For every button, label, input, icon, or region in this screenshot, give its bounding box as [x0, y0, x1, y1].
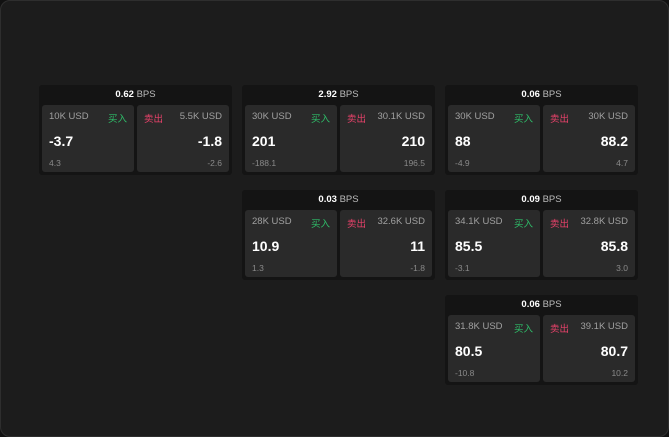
buy-panel[interactable]: 30K USD 买入 88 -4.9	[448, 105, 540, 172]
sell-panel[interactable]: 卖出 30.1K USD 210 196.5	[340, 105, 432, 172]
ask-change: -1.8	[410, 263, 425, 273]
sell-label: 卖出	[550, 219, 570, 230]
ask-price: 11	[410, 238, 425, 254]
quote-widget: 0.03 BPS 28K USD 买入 10.9 1.3 卖出 32.6K USD …	[242, 190, 435, 280]
bid-price: 10.9	[252, 238, 280, 254]
spread-value: 2.92	[318, 89, 337, 100]
ask-change: 4.7	[616, 158, 628, 168]
spread-unit: BPS	[339, 89, 359, 100]
ask-size: 39.1K USD	[580, 321, 628, 332]
bid-change: -188.1	[252, 158, 277, 168]
buy-label: 买入	[310, 114, 330, 125]
sell-label: 卖出	[550, 324, 570, 335]
sell-label: 卖出	[347, 219, 367, 230]
sell-label: 卖出	[550, 114, 570, 125]
ask-change: 10.2	[611, 368, 628, 378]
bid-price: -3.7	[49, 133, 74, 149]
ask-price: 210	[401, 133, 425, 149]
buy-panel[interactable]: 34.1K USD 买入 85.5 -3.1	[448, 210, 540, 277]
bid-size: 30K USD	[252, 111, 292, 122]
spread-header: 0.06 BPS	[445, 85, 638, 105]
bid-change: 1.3	[252, 263, 264, 273]
quote-widget: 0.06 BPS 30K USD 买入 88 -4.9 卖出 30K USD 88.…	[445, 85, 638, 175]
spread-value: 0.06	[521, 299, 540, 310]
spread-unit: BPS	[339, 194, 359, 205]
bid-price: 201	[252, 133, 276, 149]
bid-change: 4.3	[49, 158, 61, 168]
spread-value: 0.09	[521, 194, 540, 205]
bid-price: 80.5	[455, 343, 483, 359]
ask-price: 85.8	[600, 238, 628, 254]
bid-change: -3.1	[455, 263, 470, 273]
ask-change: 196.5	[403, 158, 425, 168]
spread-value: 0.03	[318, 194, 337, 205]
spread-header: 0.62 BPS	[39, 85, 232, 105]
spread-unit: BPS	[542, 299, 562, 310]
buy-label: 买入	[310, 219, 330, 230]
ask-price: 80.7	[600, 343, 628, 359]
bid-change: -4.9	[455, 158, 470, 168]
ask-size: 30K USD	[588, 111, 628, 122]
spread-value: 0.06	[521, 89, 540, 100]
sell-panel[interactable]: 卖出 32.6K USD 11 -1.8	[340, 210, 432, 277]
ask-change: -2.6	[207, 158, 222, 168]
sell-label: 卖出	[144, 114, 164, 125]
buy-panel[interactable]: 10K USD 买入 -3.7 4.3	[42, 105, 134, 172]
buy-label: 买入	[107, 114, 127, 125]
bid-change: -10.8	[455, 368, 475, 378]
buy-panel[interactable]: 31.8K USD 买入 80.5 -10.8	[448, 315, 540, 382]
ask-size: 32.6K USD	[377, 216, 425, 227]
quote-widget: 0.06 BPS 31.8K USD 买入 80.5 -10.8 卖出 39.1K …	[445, 295, 638, 385]
bid-size: 34.1K USD	[455, 216, 503, 227]
buy-panel[interactable]: 28K USD 买入 10.9 1.3	[245, 210, 337, 277]
bid-size: 31.8K USD	[455, 321, 503, 332]
bid-size: 28K USD	[252, 216, 292, 227]
sell-panel[interactable]: 卖出 32.8K USD 85.8 3.0	[543, 210, 635, 277]
ask-price: 88.2	[600, 133, 628, 149]
quote-widget: 0.62 BPS 10K USD 买入 -3.7 4.3 卖出 5.5K USD -…	[39, 85, 232, 175]
sell-label: 卖出	[347, 114, 367, 125]
bid-size: 10K USD	[49, 111, 89, 122]
quote-widget: 0.09 BPS 34.1K USD 买入 85.5 -3.1 卖出 32.8K U…	[445, 190, 638, 280]
buy-panel[interactable]: 30K USD 买入 201 -188.1	[245, 105, 337, 172]
bid-price: 85.5	[455, 238, 483, 254]
spread-unit: BPS	[542, 194, 562, 205]
bid-price: 88	[455, 133, 471, 149]
ask-price: -1.8	[197, 133, 222, 149]
spread-unit: BPS	[136, 89, 156, 100]
ask-size: 5.5K USD	[179, 111, 222, 122]
sell-panel[interactable]: 卖出 5.5K USD -1.8 -2.6	[137, 105, 229, 172]
spread-header: 2.92 BPS	[242, 85, 435, 105]
buy-label: 买入	[513, 219, 533, 230]
spread-header: 0.03 BPS	[242, 190, 435, 210]
sell-panel[interactable]: 卖出 30K USD 88.2 4.7	[543, 105, 635, 172]
buy-label: 买入	[513, 324, 533, 335]
buy-label: 买入	[513, 114, 533, 125]
bid-size: 30K USD	[455, 111, 495, 122]
ask-size: 30.1K USD	[377, 111, 425, 122]
spread-value: 0.62	[115, 89, 134, 100]
sell-panel[interactable]: 卖出 39.1K USD 80.7 10.2	[543, 315, 635, 382]
spread-unit: BPS	[542, 89, 562, 100]
ask-size: 32.8K USD	[580, 216, 628, 227]
spread-header: 0.06 BPS	[445, 295, 638, 315]
spread-header: 0.09 BPS	[445, 190, 638, 210]
ask-change: 3.0	[616, 263, 628, 273]
quote-widget: 2.92 BPS 30K USD 买入 201 -188.1 卖出 30.1K US…	[242, 85, 435, 175]
